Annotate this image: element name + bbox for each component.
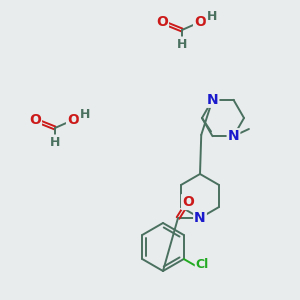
Text: N: N xyxy=(194,211,206,225)
Text: Cl: Cl xyxy=(196,259,209,272)
Text: N: N xyxy=(207,93,218,107)
Text: H: H xyxy=(50,136,60,148)
Text: O: O xyxy=(156,15,168,29)
Text: O: O xyxy=(182,195,194,209)
Text: H: H xyxy=(80,109,90,122)
Text: H: H xyxy=(177,38,187,50)
Text: O: O xyxy=(194,15,206,29)
Text: N: N xyxy=(228,129,239,143)
Text: H: H xyxy=(207,11,217,23)
Text: O: O xyxy=(29,113,41,127)
Text: O: O xyxy=(67,113,79,127)
